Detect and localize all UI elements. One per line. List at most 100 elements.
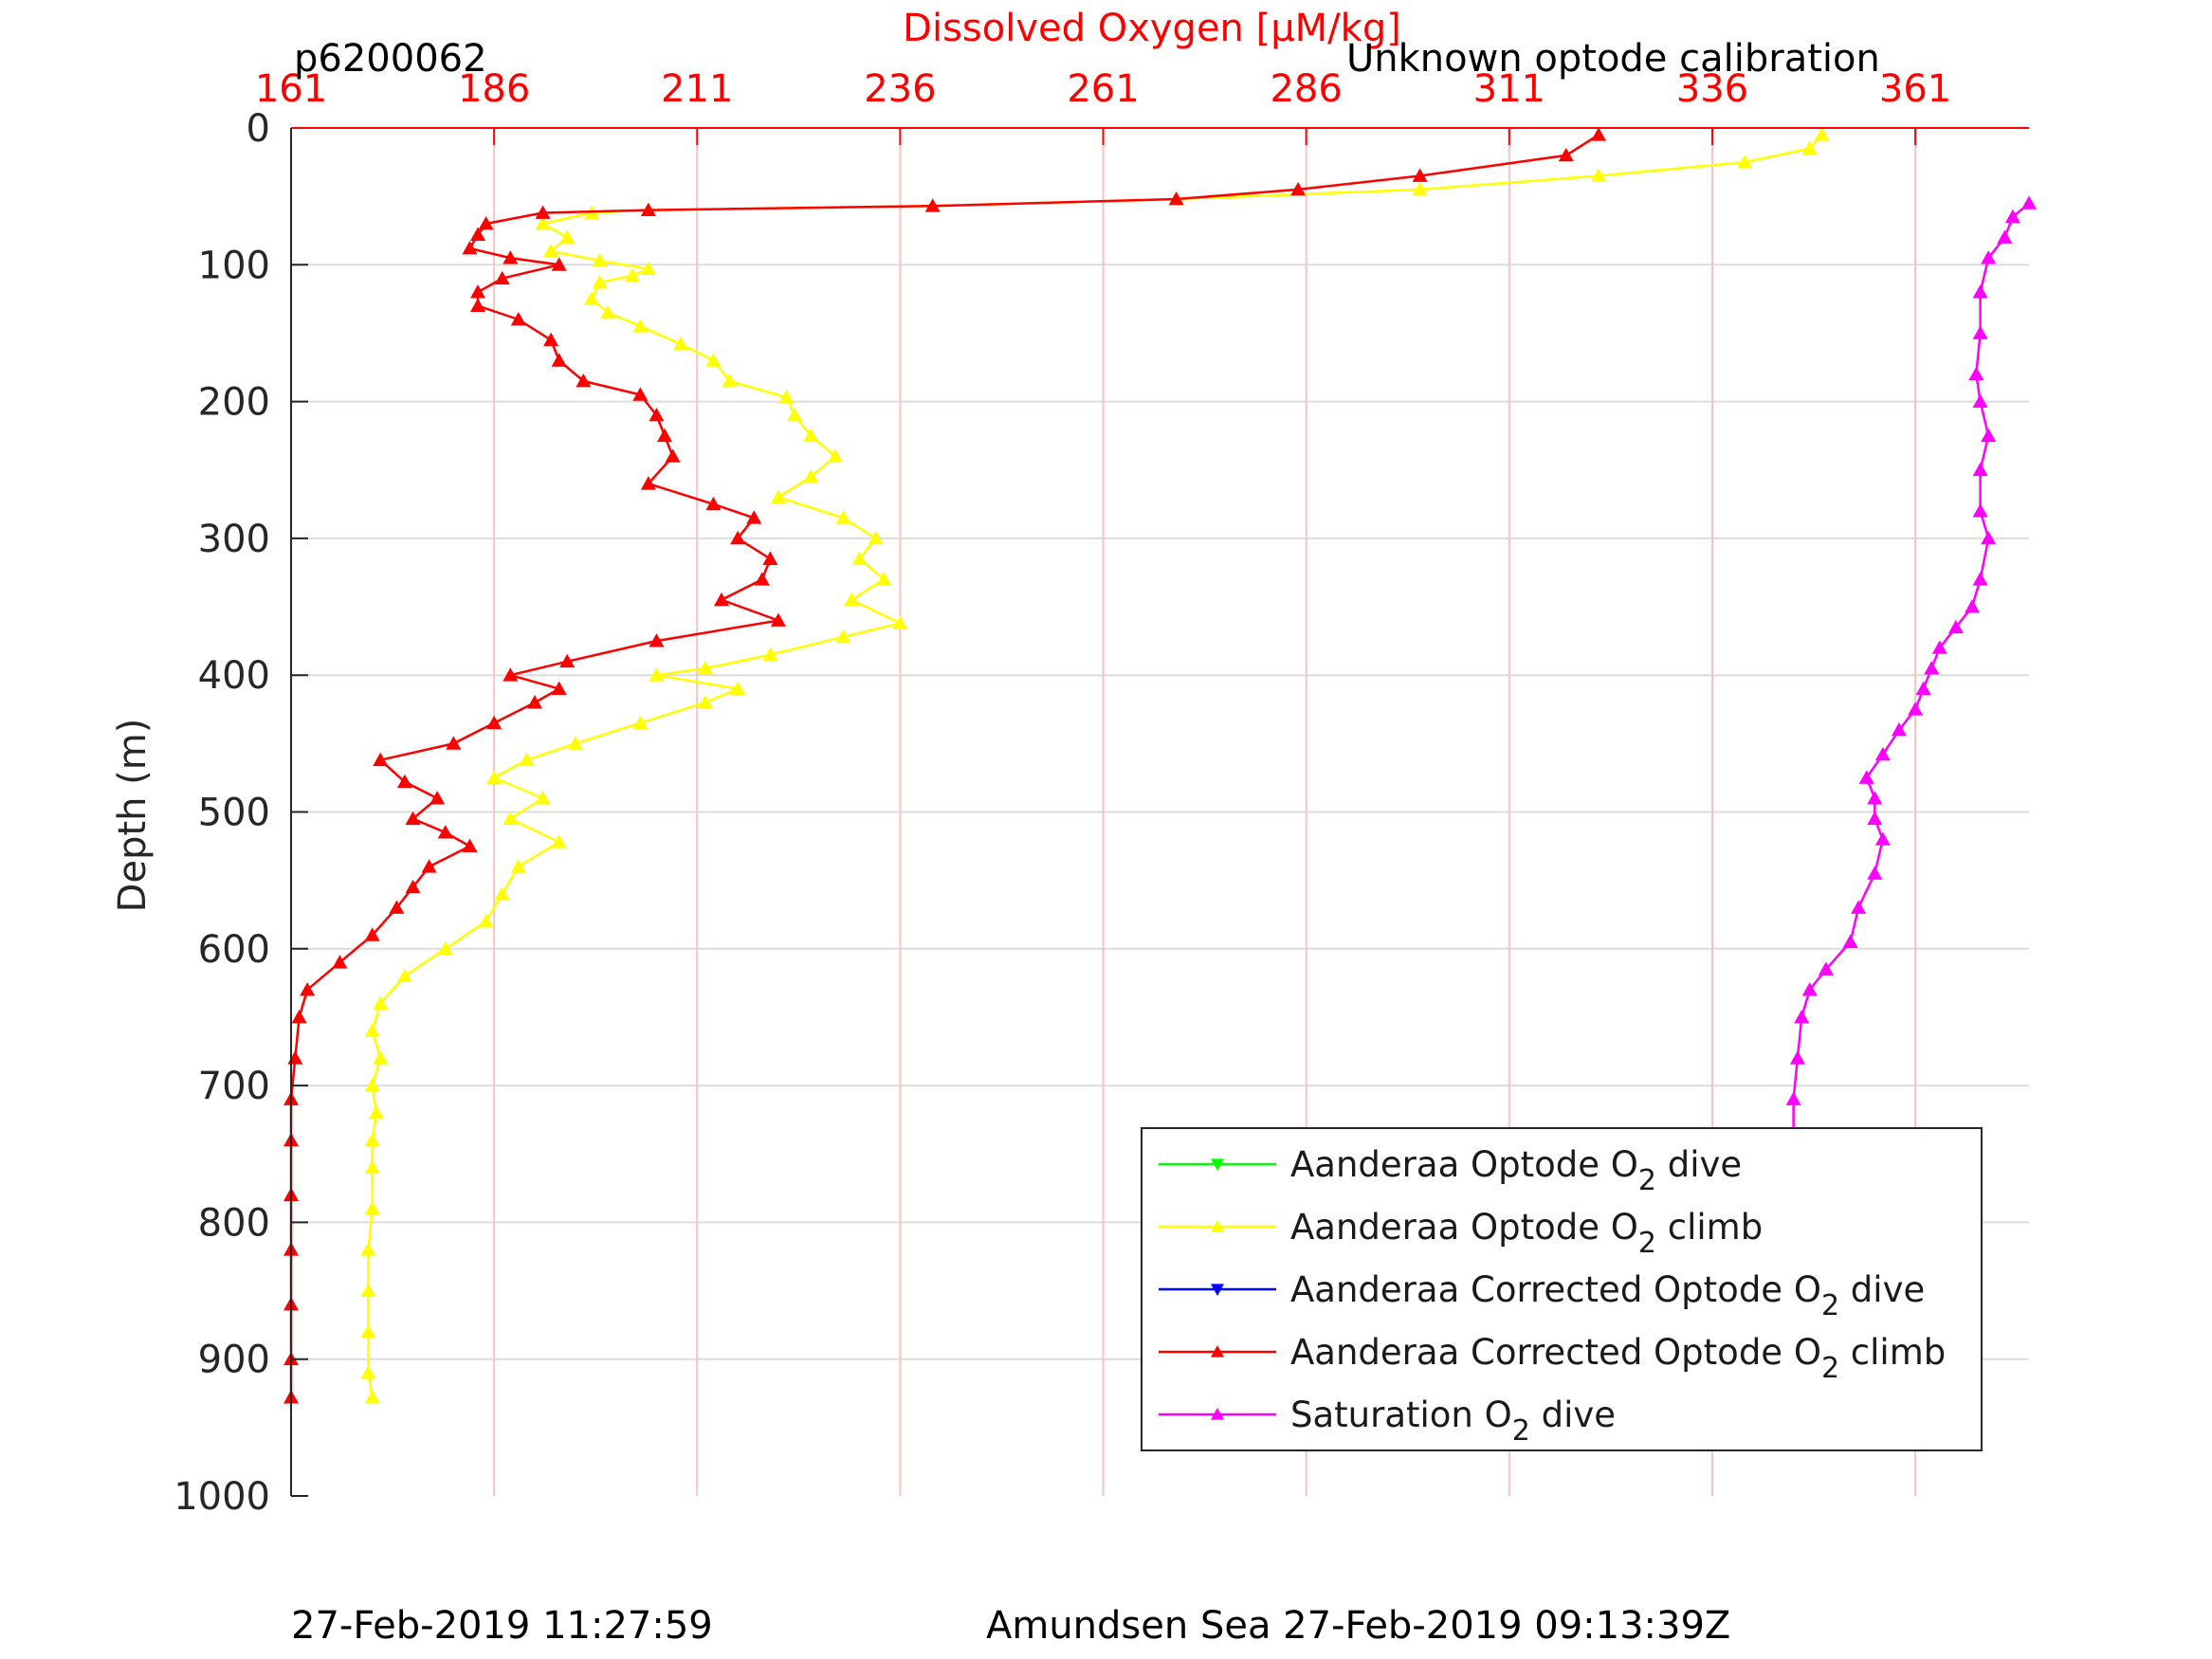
- series-marker: [494, 270, 510, 285]
- series-marker: [778, 390, 795, 404]
- series-marker: [1290, 181, 1307, 196]
- series-marker: [567, 736, 583, 750]
- series-marker: [803, 468, 819, 483]
- series-marker: [1981, 250, 1997, 264]
- series-marker: [446, 736, 462, 750]
- series-marker: [2021, 195, 2037, 210]
- legend-swatch-marker: [1211, 1284, 1224, 1296]
- legend-entry-label: Aanderaa Corrected Optode O2 dive: [1290, 1269, 1925, 1322]
- series-marker: [583, 291, 599, 305]
- series-marker: [1972, 284, 1988, 299]
- series-marker: [1842, 934, 1858, 948]
- x-tick-label: 186: [458, 67, 530, 111]
- series-marker: [373, 995, 389, 1010]
- series-marker: [730, 681, 746, 696]
- series-marker: [762, 551, 778, 565]
- series-marker: [924, 198, 941, 212]
- series-marker: [543, 332, 559, 347]
- legend-entry-label: Saturation O2 dive: [1290, 1395, 1616, 1448]
- series-marker: [1851, 900, 1867, 914]
- series-marker: [1412, 168, 1428, 182]
- y-tick-label: 700: [198, 1065, 270, 1108]
- legend-entry-label: Aanderaa Optode O2 dive: [1290, 1144, 1742, 1197]
- series-marker: [551, 834, 567, 848]
- series-marker: [360, 1365, 376, 1379]
- series-marker: [405, 811, 421, 826]
- series-marker: [746, 510, 762, 524]
- series-marker: [430, 791, 446, 805]
- legend-swatch-marker: [1211, 1345, 1224, 1358]
- series-marker: [770, 489, 786, 504]
- series-marker: [697, 660, 713, 675]
- series-marker: [657, 428, 673, 443]
- series-marker: [762, 647, 778, 661]
- series-marker: [624, 267, 640, 283]
- y-tick-label: 0: [247, 107, 270, 151]
- series-marker: [754, 572, 770, 586]
- calibration-note: Unknown optode calibration: [1346, 37, 1880, 81]
- data-series: [283, 127, 2037, 1404]
- series-marker: [1737, 155, 1753, 169]
- series-marker: [730, 530, 746, 545]
- series-marker: [1412, 181, 1428, 196]
- x-tick-label: 311: [1473, 67, 1545, 111]
- series-marker: [1972, 325, 1988, 339]
- series-marker: [551, 681, 567, 696]
- series-marker: [364, 1078, 380, 1092]
- series-marker: [640, 261, 656, 276]
- series-marker: [697, 695, 713, 709]
- series-marker: [1924, 660, 1940, 675]
- series-marker: [649, 633, 665, 647]
- series-marker: [592, 252, 608, 267]
- series-marker: [1785, 1091, 1801, 1105]
- series-marker: [510, 312, 526, 326]
- y-tick-label: 200: [198, 381, 270, 425]
- series-marker: [1858, 770, 1874, 784]
- series-marker: [559, 653, 576, 668]
- series-marker: [770, 612, 786, 627]
- profile-id: p6200062: [294, 37, 487, 81]
- chart-title: Dissolved Oxygen [μM/kg]: [903, 7, 1401, 50]
- series-marker: [494, 886, 510, 901]
- series-marker: [291, 1009, 307, 1024]
- series-marker: [787, 408, 803, 422]
- series-marker: [470, 284, 486, 299]
- series-marker: [1867, 791, 1883, 805]
- series-marker: [592, 275, 608, 289]
- series-marker: [1168, 191, 1184, 206]
- series-marker: [486, 715, 503, 730]
- series-marker: [462, 240, 478, 255]
- series-marker: [364, 1132, 380, 1147]
- series-marker: [600, 304, 616, 319]
- series-marker: [360, 1323, 376, 1339]
- y-tick-label: 900: [198, 1339, 270, 1382]
- series-marker: [1867, 866, 1883, 880]
- series-marker: [1908, 702, 1924, 716]
- series-marker: [360, 1242, 376, 1256]
- series-marker: [368, 1104, 384, 1120]
- series-marker: [364, 1390, 380, 1404]
- series-marker: [713, 592, 729, 607]
- series-marker: [1801, 140, 1818, 155]
- series-marker: [1972, 572, 1988, 586]
- series-marker: [535, 216, 551, 230]
- series-marker: [526, 695, 542, 709]
- series-marker: [632, 715, 649, 730]
- series-marker: [1874, 831, 1891, 846]
- series-marker: [551, 353, 567, 367]
- series-marker: [1931, 640, 1947, 654]
- series-marker: [892, 615, 908, 629]
- series-marker: [1972, 393, 1988, 408]
- series-marker: [543, 243, 559, 258]
- series-marker: [876, 572, 892, 586]
- series-marker: [1947, 619, 1964, 634]
- series-marker: [396, 968, 412, 983]
- series-marker: [462, 838, 478, 852]
- series-marker: [2004, 209, 2020, 224]
- x-tick-label: 336: [1676, 67, 1748, 111]
- legend-entry-label: Aanderaa Optode O2 climb: [1290, 1207, 1763, 1260]
- series-marker: [1972, 503, 1988, 518]
- series-marker: [360, 1283, 376, 1297]
- series-marker: [835, 510, 851, 524]
